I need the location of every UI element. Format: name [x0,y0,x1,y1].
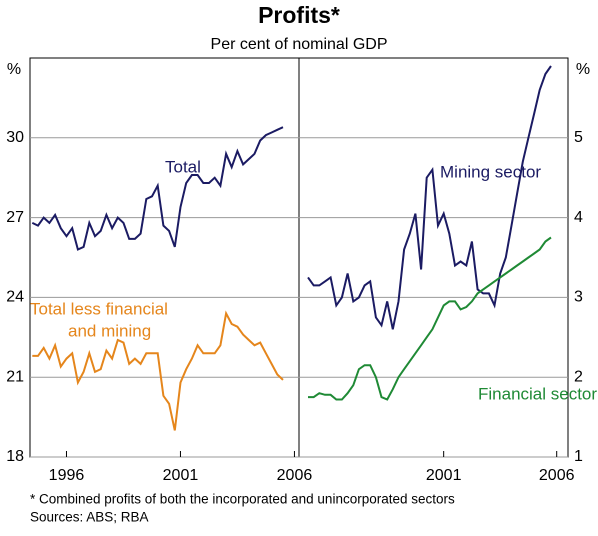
y-unit: % [576,61,590,78]
y-tick-label: 27 [6,209,24,226]
series-label: Mining sector [440,162,541,181]
chart-title: Profits* [258,2,340,28]
x-tick-label: 2006 [539,467,575,484]
footnote: * Combined profits of both the incorpora… [30,492,455,507]
series-line [308,236,552,401]
series-label: Financial sector [478,384,597,403]
x-tick-label: 2001 [163,467,199,484]
x-tick-label: 2006 [277,467,313,484]
y-unit: % [7,61,21,78]
x-tick-label: 1996 [49,467,85,484]
y-tick-label: 18 [6,448,24,465]
series-label: Total [165,157,201,176]
y-tick-label: 3 [574,289,583,306]
chart-subtitle: Per cent of nominal GDP [211,36,388,53]
y-tick-label: 2 [574,368,583,385]
series-line [307,65,552,330]
y-tick-label: 4 [574,209,583,226]
y-tick-label: 21 [6,368,24,385]
x-tick-label: 2001 [426,467,462,484]
y-tick-label: 5 [574,129,583,146]
series-line [31,126,284,251]
series-label: and mining [68,321,151,340]
series-label: Total less financial [30,299,168,318]
y-tick-label: 30 [6,129,24,146]
y-tick-label: 1 [574,448,583,465]
y-tick-label: 24 [6,289,24,306]
sources: Sources: ABS; RBA [30,510,149,525]
series-line [32,310,284,431]
